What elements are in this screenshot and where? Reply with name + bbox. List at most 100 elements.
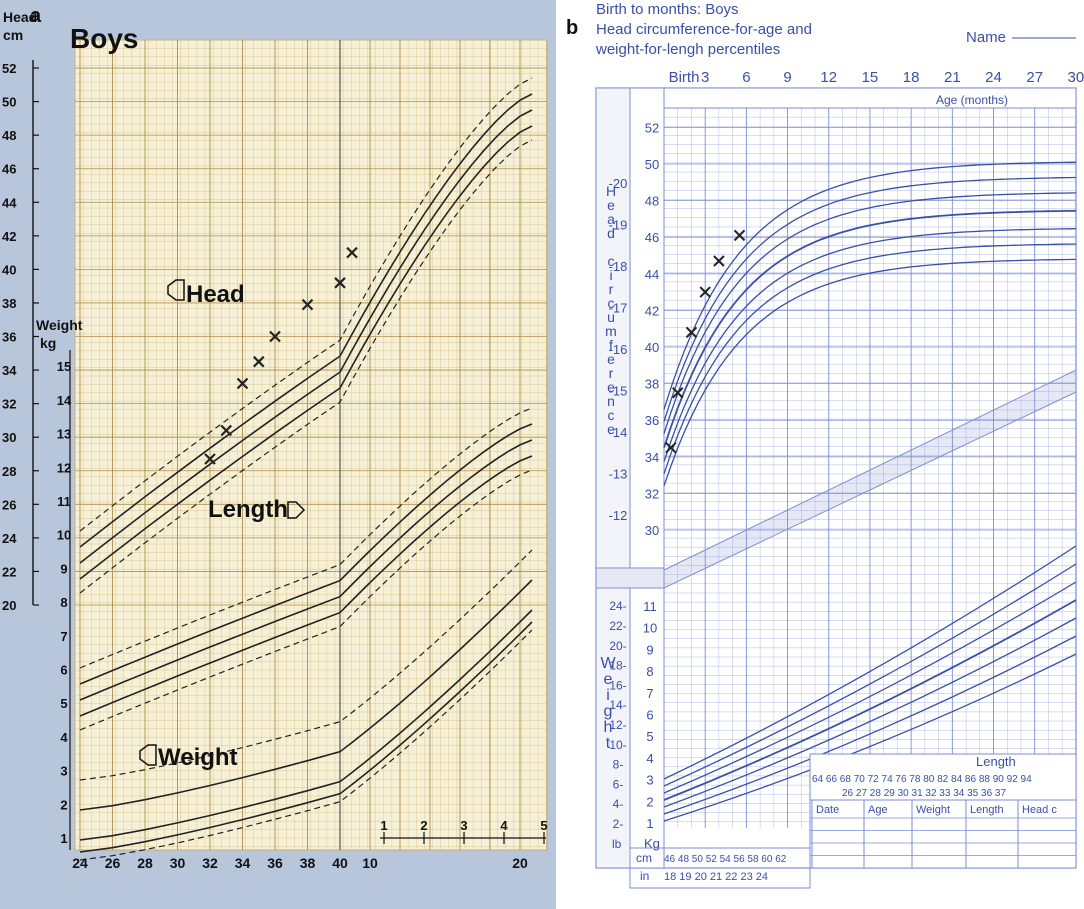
age-axis-label: Age (months) xyxy=(936,93,1008,107)
patient-head-mark xyxy=(236,377,249,390)
patient-head-mark xyxy=(269,330,281,343)
head-axis-title-line2: cm xyxy=(3,27,23,43)
age-tick-label: 15 xyxy=(862,69,879,86)
head-in-tick-label: -13 xyxy=(609,467,628,482)
head-vertical-letter: c xyxy=(608,253,615,269)
cm-unit-label: cm xyxy=(636,851,652,865)
weight-lb-tick-label: 24- xyxy=(609,599,626,613)
bottom-cm-row: 46 48 50 52 54 56 58 60 62 xyxy=(664,854,787,865)
weight-vertical-letter: t xyxy=(606,735,611,752)
weight-percentile-curve xyxy=(663,581,1077,794)
head-vertical-letter: n xyxy=(607,393,615,409)
table-header-cell: Age xyxy=(868,804,888,816)
bottom-scale-box xyxy=(629,847,811,889)
patient-head-mark xyxy=(346,246,358,259)
patient-head-mark xyxy=(699,286,711,298)
weight-kg-tick-label: 10 xyxy=(643,621,657,636)
weight-lb-tick-label: 12- xyxy=(609,718,626,732)
weight-vertical-letter: g xyxy=(604,703,613,720)
weight-vertical-letter: e xyxy=(604,671,613,688)
head-cm-tick-label: 36 xyxy=(645,413,659,428)
panel-a-label: a xyxy=(30,5,42,27)
head-vertical-letter: d xyxy=(607,225,615,241)
age-tick-label: Birth xyxy=(669,69,700,86)
head-vertical-letter: H xyxy=(606,183,616,199)
weight-kg-tick-label: 11 xyxy=(643,599,657,614)
head-cm-tick-label: 46 xyxy=(645,230,659,245)
weight-lb-tick-label: 20- xyxy=(609,639,626,653)
head-tick-label: 32 xyxy=(2,397,16,412)
head-arrow-icon xyxy=(167,279,185,301)
length-curve-50th xyxy=(79,439,533,701)
panel-b-title-line1: Birth to months: Boys xyxy=(596,1,739,18)
patient-head-mark xyxy=(334,277,346,289)
weight-kg-tick-label: 1 xyxy=(646,816,653,831)
month-tick-label: 5 xyxy=(540,818,547,833)
head-in-tick-label: -14 xyxy=(609,425,628,440)
panel-a-grid-area xyxy=(74,39,548,851)
head-vertical-letter: c xyxy=(608,295,615,311)
head-tick-label: 46 xyxy=(2,162,16,177)
table-header-cell: Weight xyxy=(916,804,950,816)
patient-head-mark xyxy=(204,453,216,465)
patient-head-mark xyxy=(220,424,233,437)
head-vertical-letter: f xyxy=(609,337,613,353)
table-header-cell: Length xyxy=(970,804,1004,816)
weight-lb-tick-label: 16- xyxy=(609,678,626,692)
head-cm-tick-label: 32 xyxy=(645,486,659,501)
head-vertical-letter: e xyxy=(607,379,615,395)
head-curve-90th xyxy=(79,93,533,548)
length-arrow-icon xyxy=(287,501,306,519)
weight-tick-label: 3 xyxy=(60,764,67,779)
panel-b-grid xyxy=(663,87,1077,828)
head-curve-10th xyxy=(79,125,533,580)
head-in-tick-label: -15 xyxy=(609,384,628,399)
x-tick-label-week: 40 xyxy=(332,855,348,871)
panel-b-label: b xyxy=(566,17,578,39)
record-table-box xyxy=(809,753,1077,869)
weight-curve-label-text: Weight xyxy=(158,744,238,771)
panel-a-curves xyxy=(79,77,533,861)
weight-percentile-curve xyxy=(663,545,1077,780)
head-in-tick-label: -12 xyxy=(609,508,628,523)
head-tick-label: 38 xyxy=(2,296,16,311)
head-percentile-curve xyxy=(663,192,1076,434)
weight-kg-tick-label: 6 xyxy=(646,708,653,723)
weight-axis-title-line2: kg xyxy=(40,335,56,351)
head-vertical-letter: u xyxy=(607,309,615,325)
head-vertical-letter: e xyxy=(607,351,615,367)
head-cm-tick-label: 52 xyxy=(645,120,659,135)
x-tick-label-week: 30 xyxy=(170,855,186,871)
head-tick-label: 42 xyxy=(2,229,16,244)
patient-head-mark xyxy=(672,387,684,399)
head-vertical-letter: m xyxy=(605,323,617,339)
panel-b-title-line3: weight-for-lengh percentiles xyxy=(595,41,780,58)
head-curve-label: Head xyxy=(167,279,245,308)
head-in-tick-label: -17 xyxy=(609,301,628,316)
head-percentile-curve xyxy=(663,243,1076,475)
head-percentile-curve xyxy=(663,161,1076,410)
head-percentile-curve xyxy=(663,209,1076,448)
weight-lb-tick-label: 10- xyxy=(609,738,626,752)
weight-tick-label: 5 xyxy=(60,696,67,711)
month-tick-label: 1 xyxy=(380,818,387,833)
length-curve-10th xyxy=(79,455,533,717)
head-cm-tick-label: 40 xyxy=(645,340,659,355)
length-cm-row: 64 66 68 70 72 74 76 78 80 82 84 86 88 9… xyxy=(812,774,1032,785)
weight-vertical-letter: i xyxy=(606,687,610,704)
head-vertical-letter: r xyxy=(609,281,614,297)
head-curve-97th xyxy=(79,77,533,532)
weight-percentile-curve xyxy=(663,653,1077,822)
head-percentile-curve xyxy=(663,258,1076,487)
head-curve-label-text: Head xyxy=(186,281,245,308)
weight-curve-3rd xyxy=(79,629,533,861)
weight-tick-label: 8 xyxy=(60,595,67,610)
age-tick-label: 30 xyxy=(1068,69,1084,86)
head-in-tick-label: -16 xyxy=(609,342,628,357)
age-tick-label: 6 xyxy=(742,69,750,86)
weight-percentile-curve xyxy=(663,635,1077,815)
age-tick-label: 27 xyxy=(1026,69,1043,86)
weight-kg-tick-label: 7 xyxy=(646,686,653,701)
head-vertical-letter: e xyxy=(607,197,615,213)
